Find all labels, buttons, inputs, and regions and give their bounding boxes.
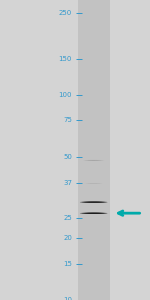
Text: 250: 250	[59, 10, 72, 16]
Ellipse shape	[82, 202, 106, 203]
Ellipse shape	[87, 183, 101, 184]
Text: 100: 100	[58, 92, 72, 98]
Ellipse shape	[88, 183, 99, 184]
Ellipse shape	[80, 213, 108, 214]
Ellipse shape	[83, 202, 104, 203]
Text: 15: 15	[63, 261, 72, 267]
Ellipse shape	[80, 202, 108, 203]
Text: 37: 37	[63, 180, 72, 186]
Text: 75: 75	[63, 118, 72, 124]
Ellipse shape	[82, 213, 106, 214]
Ellipse shape	[83, 213, 104, 214]
Ellipse shape	[86, 183, 102, 184]
Text: 25: 25	[63, 215, 72, 221]
Text: 150: 150	[59, 56, 72, 62]
Text: 10: 10	[63, 297, 72, 300]
Ellipse shape	[88, 160, 99, 161]
Text: 20: 20	[63, 235, 72, 241]
Bar	[78, 0, 110, 300]
Text: 50: 50	[63, 154, 72, 160]
Ellipse shape	[85, 183, 103, 184]
Ellipse shape	[85, 213, 103, 214]
